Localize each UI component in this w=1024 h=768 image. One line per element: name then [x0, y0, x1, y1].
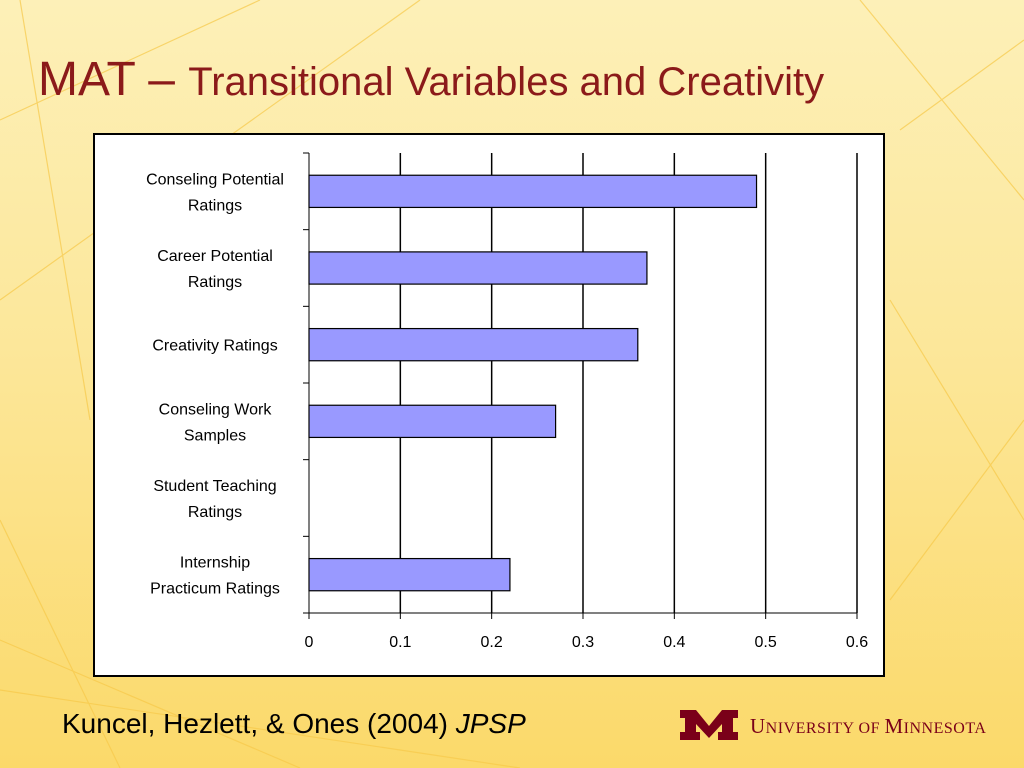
category-label: Internship [180, 555, 250, 572]
category-label: Ratings [188, 504, 242, 521]
title-sub: Transitional Variables and Creativity [188, 60, 825, 104]
bar-chart: 0 0.1 0.2 0.3 0.4 0.5 0.6 Conseling Potential Ra… [93, 133, 885, 677]
bar-2 [308, 327, 639, 362]
university-name: UNIVERSITY OF MINNESOTA [750, 714, 987, 738]
category-label: Career Potential [157, 248, 273, 265]
category-label: Ratings [188, 274, 242, 291]
category-label: Samples [184, 427, 246, 444]
page-title: MAT – Transitional Variables and Creativ… [38, 52, 824, 107]
category-label: Ratings [188, 197, 242, 214]
citation: Kuncel, Hezlett, & Ones (2004) JPSP [62, 708, 526, 740]
x-tick-label: 0.5 [755, 634, 777, 651]
x-tick-label: 0.4 [663, 634, 685, 651]
x-tick-label: 0.6 [846, 634, 868, 651]
bar-3 [308, 404, 557, 439]
citation-journal: JPSP [455, 708, 526, 739]
block-m-logo-icon [680, 710, 738, 740]
category-label: Practicum Ratings [150, 581, 280, 598]
category-label: Conseling Potential [146, 171, 284, 188]
x-tick-label: 0.2 [481, 634, 503, 651]
x-tick-label: 0 [305, 634, 314, 651]
category-label: Student Teaching [153, 478, 276, 495]
x-tick-label: 0.1 [389, 634, 411, 651]
category-label: Conseling Work [159, 401, 273, 418]
bar-1 [308, 251, 648, 285]
title-main: MAT [38, 53, 135, 106]
citation-authors: Kuncel, Hezlett, & Ones (2004) [62, 708, 456, 739]
university-logo: UNIVERSITY OF MINNESOTA [678, 706, 1008, 746]
title-dash: – [134, 53, 189, 106]
bar-chart-svg: 0 0.1 0.2 0.3 0.4 0.5 0.6 Conseling Potential Ra… [146, 152, 868, 651]
bar-5 [308, 557, 511, 592]
category-label: Creativity Ratings [152, 338, 277, 355]
x-tick-label: 0.3 [572, 634, 594, 651]
bar-0 [308, 174, 758, 209]
